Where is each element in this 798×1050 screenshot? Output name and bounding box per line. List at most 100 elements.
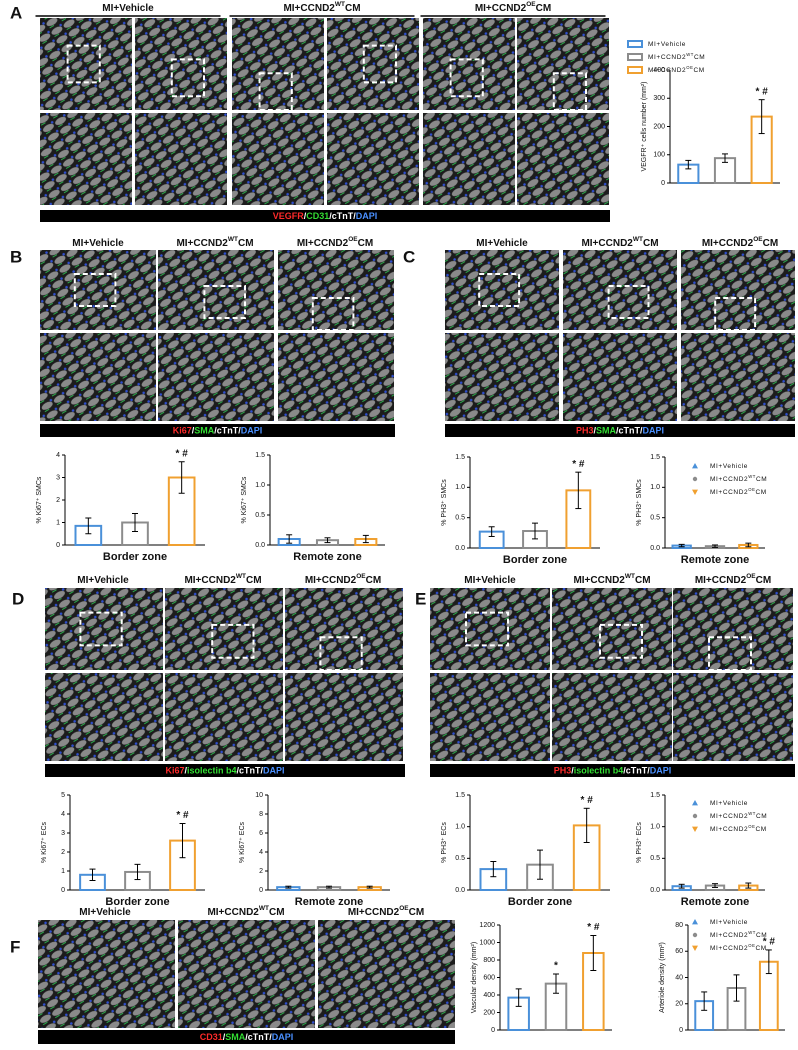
- micrograph: [40, 250, 156, 330]
- stain-part: PH3: [576, 426, 594, 436]
- legend-marker: [692, 489, 698, 495]
- text-part: CM: [756, 945, 767, 952]
- legend-marker: [692, 919, 698, 925]
- text-part: OE: [748, 943, 755, 948]
- text-part: MI+Vehicle: [648, 41, 686, 48]
- micrograph: [681, 250, 795, 330]
- y-tick-label: 1.0: [455, 484, 465, 491]
- group-header: MI+CCND2OECM: [702, 236, 778, 248]
- y-tick-label: 400: [483, 992, 495, 999]
- y-tick-label: 20: [675, 1001, 683, 1008]
- significance: * #: [572, 459, 585, 470]
- zoom-box: [203, 285, 246, 319]
- text-part: MI+CCND2: [475, 3, 527, 14]
- significance: * #: [176, 810, 189, 821]
- stain-part: DAPI: [263, 766, 285, 776]
- group-header: MI+CCND2OECM: [475, 1, 551, 13]
- micrograph: [563, 250, 677, 330]
- zoom-box: [362, 44, 397, 84]
- group-header: MI+CCND2OECM: [695, 573, 771, 585]
- stain-part: /cTnT/: [214, 426, 241, 436]
- error-bar: [583, 807, 590, 843]
- significance: *: [554, 961, 558, 972]
- text-part: CM: [756, 826, 767, 833]
- y-axis-label: % Ki67⁺ SMCs: [241, 476, 248, 523]
- group-header: MI+CCND2WTCM: [184, 573, 261, 585]
- y-tick-label: 8: [259, 811, 263, 818]
- stain-bar: [40, 424, 395, 437]
- micrograph: [45, 588, 163, 670]
- text-part: MI+CCND2: [581, 238, 633, 249]
- stain-part: SMA: [596, 426, 617, 436]
- stain-part: DAPI: [643, 426, 665, 436]
- y-tick-label: 1.0: [255, 482, 265, 489]
- stain-part: Ki67: [165, 766, 184, 776]
- text-part: MI+CCND2: [573, 575, 625, 586]
- y-tick-label: 10: [255, 792, 263, 799]
- error-bar: [712, 544, 718, 548]
- y-tick-label: 1200: [479, 922, 495, 929]
- stain-part: /: [304, 211, 307, 221]
- text-part: CM: [756, 476, 767, 483]
- text-part: WT: [748, 474, 756, 479]
- y-tick-label: 0.0: [650, 545, 660, 552]
- y-tick-label: 2: [259, 868, 263, 875]
- x-axis-label: Remote zone: [681, 554, 749, 566]
- panel-letter: C: [403, 247, 415, 266]
- y-axis-label: % PH3⁺ ECs: [441, 822, 448, 863]
- panel-letter: A: [10, 3, 22, 22]
- legend-marker: [692, 800, 698, 806]
- micrograph: [563, 333, 677, 421]
- y-tick-label: 300: [653, 95, 665, 102]
- y-tick-label: 1.0: [650, 824, 660, 831]
- legend-label: MI+Vehicle: [710, 800, 748, 807]
- text-part: WT: [748, 930, 756, 935]
- micrograph: [445, 250, 559, 330]
- text-part: WT: [633, 236, 643, 243]
- y-tick-label: 4: [56, 452, 60, 459]
- micrograph: [318, 920, 455, 1028]
- y-tick-label: 40: [675, 974, 683, 981]
- group-header: MI+CCND2OECM: [348, 905, 424, 917]
- micrograph: [517, 113, 609, 205]
- x-axis-label: Border zone: [503, 554, 567, 566]
- micrograph: [517, 18, 609, 110]
- y-tick-label: 1.5: [255, 452, 265, 459]
- legend-label: MI+CCND2OECM: [648, 65, 705, 74]
- error-bar: [89, 868, 96, 881]
- error-bar: [712, 883, 718, 888]
- y-tick-label: 3: [61, 830, 65, 837]
- text-part: CM: [345, 3, 361, 14]
- y-tick-label: 0.0: [650, 887, 660, 894]
- text-part: WT: [686, 52, 694, 57]
- micrograph: [327, 113, 419, 205]
- x-axis-label: Remote zone: [295, 896, 363, 908]
- text-part: WT: [236, 573, 246, 580]
- text-part: CM: [269, 907, 285, 918]
- group-header: MI+CCND2OECM: [297, 236, 373, 248]
- text-part: MI+CCND2: [184, 575, 236, 586]
- text-part: OE: [746, 573, 756, 580]
- zoom-box: [73, 273, 117, 307]
- legend-label: MI+CCND2WTCM: [648, 52, 705, 61]
- zoom-box: [607, 285, 650, 319]
- text-part: MI+CCND2: [207, 907, 259, 918]
- text-part: CM: [409, 907, 425, 918]
- panel-letter: D: [12, 589, 24, 608]
- stain-part: /cTnT/: [616, 426, 643, 436]
- group-header: MI+CCND2WTCM: [581, 236, 658, 248]
- error-bar: [362, 534, 369, 544]
- group-header: MI+CCND2WTCM: [207, 905, 284, 917]
- text-part: MI+Vehicle: [72, 238, 124, 249]
- text-part: WT: [335, 1, 345, 8]
- y-tick-label: 80: [675, 922, 683, 929]
- zoom-box: [211, 623, 255, 659]
- text-part: MI+CCND2: [176, 238, 228, 249]
- micrograph: [285, 673, 403, 761]
- error-bar: [324, 537, 331, 544]
- text-part: MI+CCND2: [648, 67, 686, 74]
- legend-label: MI+Vehicle: [710, 919, 748, 926]
- x-axis-label: Border zone: [103, 551, 167, 563]
- error-bar: [745, 882, 752, 889]
- y-tick-label: 1.5: [650, 454, 660, 461]
